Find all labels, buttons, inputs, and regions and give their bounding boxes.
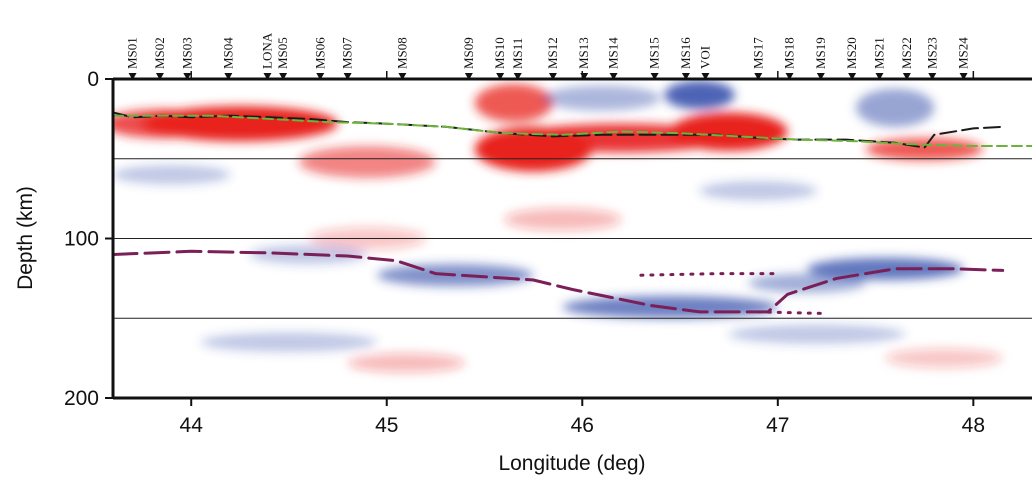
station-marker xyxy=(464,73,473,80)
station-marker xyxy=(754,73,763,80)
station-marker xyxy=(928,73,937,80)
station-marker xyxy=(902,73,911,80)
station-label: MS22 xyxy=(899,37,914,69)
lab-line-dashed xyxy=(113,249,1005,314)
station-marker xyxy=(650,73,659,80)
x-tick-label: 45 xyxy=(375,414,398,437)
y-tick-label: 100 xyxy=(64,228,99,251)
station-marker xyxy=(316,73,325,80)
station-label: MS21 xyxy=(871,37,886,69)
x-tick-label: 47 xyxy=(766,414,789,437)
station-marker xyxy=(513,73,522,80)
station-marker xyxy=(848,73,857,80)
negative-anomaly xyxy=(856,88,935,127)
x-tick-label: 46 xyxy=(571,414,594,437)
station-label: MS18 xyxy=(782,37,797,69)
station-marker xyxy=(263,73,272,80)
station-marker xyxy=(609,73,618,80)
station-label: MS10 xyxy=(492,37,507,69)
station-label: VOI xyxy=(697,46,712,69)
station-marker xyxy=(343,73,352,80)
negative-anomaly xyxy=(200,332,377,352)
station-label: MS04 xyxy=(220,37,235,69)
station-marker xyxy=(701,73,710,80)
station-marker xyxy=(875,73,884,80)
negative-anomaly xyxy=(664,80,735,110)
station-marker xyxy=(681,73,690,80)
negative-anomaly xyxy=(543,85,661,111)
station-marker xyxy=(496,73,505,80)
positive-anomaly xyxy=(474,83,553,123)
station-label: MS05 xyxy=(275,37,290,69)
station-marker xyxy=(128,73,137,80)
station-label: MS07 xyxy=(340,37,355,69)
station-label: MS15 xyxy=(647,37,662,69)
negative-anomaly xyxy=(807,257,964,280)
station-label: MS20 xyxy=(844,37,859,69)
station-markers: MS01 MS02 MS03 MS04 LONA MS05 MS06 MS07 MS08 MS09… xyxy=(125,32,971,80)
station-label: MS23 xyxy=(924,37,939,69)
station-label: MS01 xyxy=(125,37,140,69)
station-label: MS03 xyxy=(179,37,194,69)
station-marker xyxy=(183,73,192,80)
station-label: MS11 xyxy=(510,38,525,69)
station-label: MS17 xyxy=(750,37,765,69)
x-axis-label: Longitude (deg) xyxy=(498,452,645,475)
station-label: MS14 xyxy=(606,37,621,69)
moho-line-green xyxy=(113,114,1032,147)
station-marker xyxy=(279,73,288,80)
station-label: MS09 xyxy=(461,37,476,69)
positive-anomaly xyxy=(347,353,465,373)
positive-anomaly xyxy=(670,112,788,151)
station-marker xyxy=(224,73,233,80)
station-label: MS08 xyxy=(394,37,409,69)
x-tick-label: 44 xyxy=(180,414,204,437)
y-tick-label: 0 xyxy=(87,68,99,91)
station-label: MS24 xyxy=(956,37,971,69)
station-label: MS13 xyxy=(576,37,591,69)
station-marker xyxy=(548,73,557,80)
positive-anomaly xyxy=(298,145,436,178)
lab-line-dotted xyxy=(756,310,829,315)
station-label: MS19 xyxy=(813,37,828,69)
station-marker xyxy=(398,73,407,80)
x-tick-label: 48 xyxy=(962,414,985,437)
y-axis-label: Depth (km) xyxy=(14,186,37,290)
station-label: MS12 xyxy=(545,37,560,69)
negative-anomaly xyxy=(699,181,817,201)
station-label: LONA xyxy=(259,32,274,69)
station-label: MS06 xyxy=(312,37,327,69)
interface-lines xyxy=(113,111,1032,315)
station-marker xyxy=(785,73,794,80)
positive-anomaly xyxy=(885,348,1003,368)
station-marker xyxy=(155,73,164,80)
y-tick-label: 200 xyxy=(64,387,99,410)
station-marker xyxy=(959,73,968,80)
station-label: MS02 xyxy=(152,37,167,69)
negative-anomaly xyxy=(728,324,905,344)
negative-anomaly xyxy=(113,165,231,185)
station-label: MS16 xyxy=(678,37,693,69)
positive-anomaly xyxy=(504,208,622,231)
station-marker xyxy=(816,73,825,80)
depth-gridlines xyxy=(113,158,1032,319)
axes: 44 45 46 47 48 0 100 200 xyxy=(64,68,985,437)
